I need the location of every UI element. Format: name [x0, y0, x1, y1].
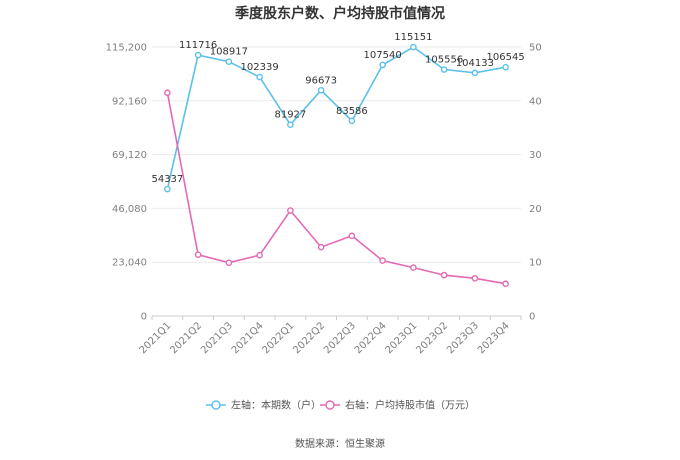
left-axis-tick-label: 23,040 — [112, 258, 147, 269]
data-label: 107540 — [364, 50, 402, 61]
series-line-2 — [166, 92, 506, 285]
x-axis-tick-label: 2023Q1 — [384, 320, 420, 356]
legend-marker-1 — [211, 400, 221, 410]
x-axis-tick-label: 2021Q4 — [230, 320, 266, 356]
right-axis-tick-label: 20 — [529, 204, 542, 215]
series-point-1 — [256, 73, 263, 81]
series-point-1 — [471, 69, 479, 77]
right-axis-tick-label: 40 — [529, 96, 542, 107]
series-point-1 — [348, 117, 356, 125]
chart-title: 季度股东户数、户均持股市值情况 — [234, 5, 445, 22]
x-axis-tick-label: 2021Q1 — [138, 320, 174, 356]
data-label: 111716 — [179, 40, 217, 51]
legend: 左轴：本期数（户） 右轴：户均持股市值（万元） — [206, 399, 475, 412]
left-axis-tick-label: 92,160 — [112, 96, 147, 107]
x-axis-tick-label: 2022Q3 — [322, 320, 358, 356]
data-label: 104133 — [456, 58, 494, 69]
series-point-2 — [502, 280, 509, 288]
series-point-1 — [379, 61, 386, 69]
series-point-1 — [317, 86, 325, 94]
data-label: 106545 — [487, 52, 525, 63]
left-axis-tick-label: 69,120 — [112, 150, 147, 161]
series-point-2 — [379, 257, 386, 264]
series-point-1 — [410, 43, 417, 51]
series-point-2 — [194, 251, 202, 258]
series-point-2 — [256, 251, 263, 259]
right-axis-tick-label: 10 — [529, 258, 542, 269]
legend-label-1: 左轴：本期数（户） — [231, 399, 321, 412]
x-axis-tick-label: 2022Q2 — [291, 320, 327, 356]
data-label: 83586 — [336, 106, 368, 117]
series-point-2 — [317, 243, 325, 251]
right-axis-tick-label: 0 — [529, 312, 535, 323]
series-point-1 — [194, 51, 202, 59]
series-point-1 — [164, 185, 171, 193]
x-axis-tick-label: 2022Q1 — [261, 320, 297, 356]
data-label: 81927 — [274, 110, 306, 121]
gridlines — [152, 46, 521, 317]
data-label: 115151 — [394, 32, 432, 43]
right-axis-tick-label: 30 — [529, 150, 542, 161]
data-label: 108917 — [210, 47, 248, 58]
data-label: 102339 — [241, 62, 279, 73]
series-point-2 — [225, 259, 233, 267]
data-label: 54337 — [151, 174, 183, 185]
series-point-2 — [471, 275, 479, 282]
series-point-1 — [440, 66, 448, 73]
left-axis-tick-label: 46,080 — [112, 204, 147, 215]
left-axis-tick-label: 115,200 — [106, 43, 147, 54]
series-point-1 — [287, 121, 294, 128]
series-point-2 — [440, 271, 448, 279]
series-point-2 — [164, 89, 171, 97]
x-axis-tick-label: 2021Q2 — [168, 320, 204, 356]
legend-marker-2 — [325, 400, 335, 410]
series-point-1 — [502, 63, 509, 71]
data-label: 96673 — [305, 75, 337, 86]
series-point-1 — [225, 58, 233, 65]
series-point-2 — [348, 232, 356, 240]
series-point-2 — [410, 264, 417, 271]
x-axis-tick-label: 2023Q2 — [414, 320, 450, 356]
legend-label-2: 右轴：户均持股市值（万元） — [345, 399, 475, 412]
x-axis-tick-label: 2022Q4 — [353, 320, 389, 356]
x-axis-tick-label: 2023Q4 — [476, 320, 512, 356]
series-line-1 — [166, 46, 506, 190]
right-axis-tick-label: 50 — [529, 43, 542, 54]
left-axis-tick-label: 0 — [141, 312, 147, 323]
x-axis-tick-label: 2023Q3 — [445, 320, 481, 356]
data-source-note: 数据来源：恒生聚源 — [295, 437, 385, 450]
series-point-2 — [287, 207, 294, 214]
series-lines — [164, 43, 509, 288]
x-axis-tick-label: 2021Q3 — [199, 320, 235, 356]
data-label: 105556 — [425, 55, 463, 66]
